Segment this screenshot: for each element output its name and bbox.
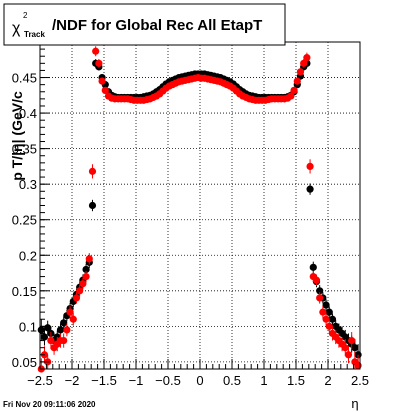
data-point [60,319,68,327]
data-point [82,265,90,274]
data-point [290,86,298,94]
x-tick-label: −2 [65,373,80,388]
title-box: χ 2 Track /NDF for Global Rec All EtapT [3,3,286,46]
data-point [316,294,324,302]
data-point [354,361,362,370]
y-tick-label: 0.1 [19,319,37,334]
y-tick-label: 0.4 [19,106,37,121]
data-point [95,59,103,67]
title-superscript: 2 [23,11,28,20]
data-point [293,77,301,85]
data-point [92,47,100,55]
data-point [69,315,77,323]
x-tick-labels: −2.5 −2 −1.5 −1 −0.5 0 0.5 1 1.5 2 2.5 [27,373,369,388]
data-point [88,167,97,175]
x-tick-label: −1 [129,373,144,388]
data-point [322,301,330,309]
chart-title: /NDF for Global Rec All EtapT [52,17,262,34]
data-point [296,68,305,76]
data-point [287,92,295,100]
data-point [312,276,321,284]
data-point [328,315,337,323]
data-point [341,344,349,352]
y-tick-label: 0.15 [12,284,37,299]
data-point [66,308,74,316]
data-point [316,287,324,295]
data-point [47,336,55,345]
x-tick-label: 0.5 [223,373,241,388]
title-box-border [3,3,286,46]
y-tick-label: 0.35 [12,142,37,157]
data-point [98,77,106,85]
x-tick-label: 2.5 [351,373,369,388]
x-tick-label: 2 [324,373,331,388]
data-point [76,287,84,295]
data-point [306,162,314,171]
title-chi: χ [12,20,21,37]
date-stamp: Fri Nov 20 09:11:06 2020 [3,400,96,409]
title-subscript: Track [24,30,45,39]
data-points [37,46,362,373]
y-tick-label: 0.25 [12,213,37,228]
data-point [101,86,109,94]
data-point [319,308,327,316]
data-point [325,322,333,330]
data-point [309,263,317,271]
y-tick-label: 0.3 [19,177,37,192]
data-point [348,336,356,345]
x-tick-label: 1 [260,373,267,388]
x-axis-label: η [351,396,358,411]
data-point [325,308,333,316]
x-tick-label: 1.5 [287,373,305,388]
y-tick-label: 0.45 [12,71,37,86]
data-point [88,201,97,210]
data-point [79,280,87,288]
data-point [322,315,330,323]
data-point [82,272,90,281]
data-point [72,294,81,302]
x-tick-label: 0 [196,373,203,388]
axis-ticks [39,41,361,370]
y-tick-label: 0.2 [19,248,37,263]
y-tick-labels: 0.05 0.1 0.15 0.2 0.25 0.3 0.35 0.4 0.45 [12,71,37,370]
x-tick-label: −1.5 [91,373,117,388]
data-point [306,185,314,193]
x-tick-label: −0.5 [155,373,181,388]
series-1 [37,46,362,373]
data-point [303,54,311,62]
data-point [63,326,71,334]
x-tick-label: −2.5 [27,373,53,388]
data-point [56,326,65,334]
data-point [37,326,45,334]
data-point [85,255,93,263]
data-point [60,336,68,345]
data-point [344,351,353,359]
y-axis-label: p T/|η| (GeV/c [9,91,25,181]
data-point [300,59,308,67]
data-point [351,344,359,352]
data-point [40,333,49,341]
y-tick-label: 0.05 [12,355,37,370]
